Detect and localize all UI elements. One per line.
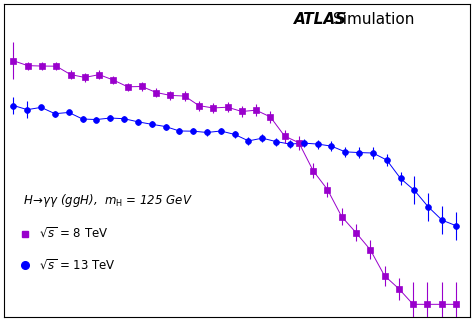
- Text: $H\!\rightarrow\!\gamma\gamma$ (ggH),  $m_{\rm H}$ = 125 GeV: $H\!\rightarrow\!\gamma\gamma$ (ggH), $m…: [23, 192, 192, 209]
- Text: Simulation: Simulation: [294, 12, 414, 27]
- Text: $\sqrt{s}$ = 13 TeV: $\sqrt{s}$ = 13 TeV: [39, 258, 116, 273]
- Text: ATLAS: ATLAS: [294, 12, 347, 27]
- Text: $\sqrt{s}$ = 8 TeV: $\sqrt{s}$ = 8 TeV: [39, 227, 109, 241]
